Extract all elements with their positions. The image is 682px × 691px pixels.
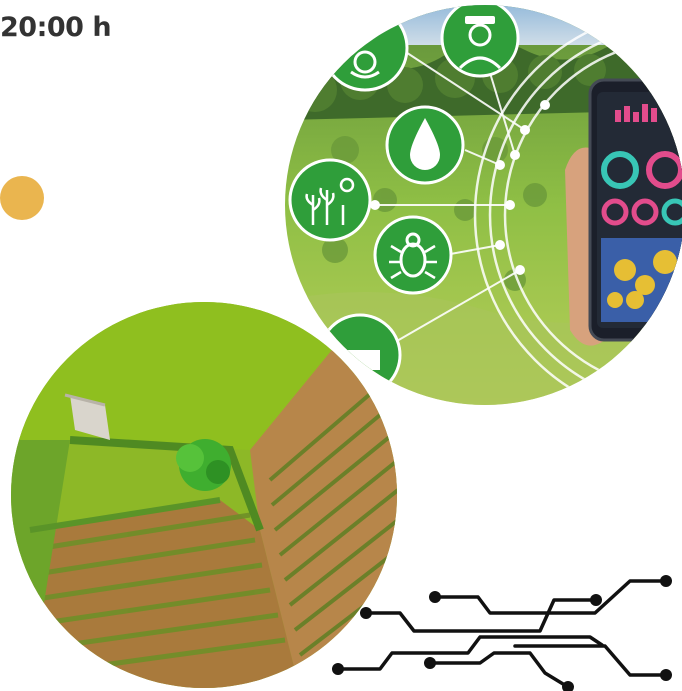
tree — [176, 439, 231, 491]
time-label: 20:00 h — [0, 12, 112, 43]
accent-dot — [0, 176, 44, 220]
circuit-decoration — [332, 575, 672, 691]
aerial-field-photo — [11, 302, 397, 688]
crop-growth-icon — [288, 158, 372, 242]
bug-icon — [373, 215, 453, 295]
water-drop-icon — [385, 105, 465, 185]
hut — [64, 393, 110, 440]
farmer-icon — [440, 5, 520, 78]
sprinkler-icon — [321, 5, 409, 92]
smart-farm-photo — [285, 5, 682, 405]
